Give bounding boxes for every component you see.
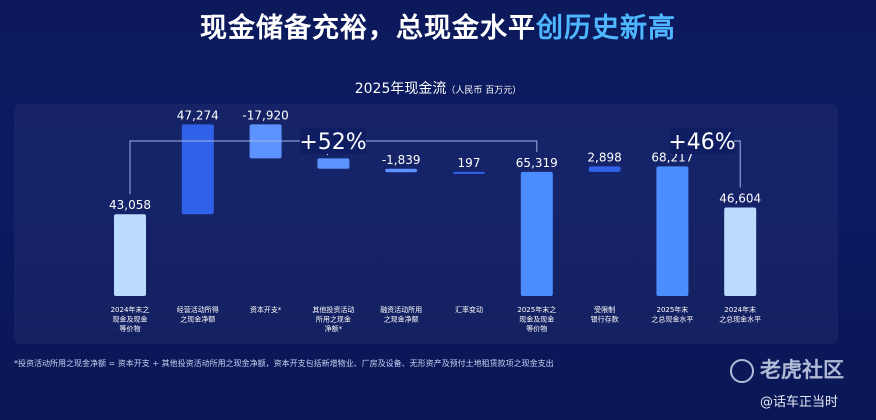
footnote: *投资活动所用之现金净额 = 资本开支 + 其他投资活动所用之现金净额，资本开支… xyxy=(14,359,554,368)
category-label: 之现金净额 xyxy=(180,315,215,324)
waterfall-bar xyxy=(520,171,553,296)
waterfall-bar xyxy=(453,171,485,174)
category-label: 2025年末之 xyxy=(517,305,556,314)
category-label: 所用之现金 xyxy=(316,315,351,324)
growth-label-bg xyxy=(670,128,734,154)
headline-accent: 创历史新高 xyxy=(536,13,676,44)
category-label: 现金及现金 xyxy=(519,315,554,324)
category-label: 等价物 xyxy=(526,324,547,333)
tiger-logo-icon xyxy=(730,359,754,383)
waterfall-bar xyxy=(114,214,146,296)
chart-unit: （人民币 百万元） xyxy=(446,86,522,96)
bar-value-label: 197 xyxy=(458,156,481,170)
bar-value-label: 43,058 xyxy=(109,198,151,212)
bar-value-label: 47,274 xyxy=(177,108,219,122)
growth-label: +52% xyxy=(299,130,366,155)
category-label: 2024年末之 xyxy=(111,305,150,314)
category-label: 资本开支* xyxy=(250,305,282,314)
category-label: 之总现金水平 xyxy=(719,315,761,324)
category-label: 受限制 xyxy=(594,305,615,314)
waterfall-bar xyxy=(588,166,621,172)
category-label: 净额* xyxy=(325,324,343,333)
waterfall-bar xyxy=(724,207,757,296)
bar-value-label: 46,604 xyxy=(719,191,761,205)
chart-title-text: 2025年现金流 xyxy=(354,81,447,97)
category-label: 银行存款 xyxy=(591,315,619,324)
category-label: 之现金净额 xyxy=(384,315,419,324)
growth-label-bg xyxy=(300,128,366,154)
category-label: 之总现金水平 xyxy=(651,315,693,324)
waterfall-bar xyxy=(181,124,214,215)
chart-title: 2025年现金流（人民币 百万元） xyxy=(0,78,876,98)
bar-value-label: -1,839 xyxy=(382,153,421,167)
headline: 现金储备充裕，总现金水平创历史新高 xyxy=(0,6,876,45)
category-label: 融资活动所用 xyxy=(380,305,422,314)
growth-label: +46% xyxy=(668,130,735,155)
watermark: 老虎社区 xyxy=(730,354,844,384)
category-label: 汇率变动 xyxy=(455,305,483,314)
headline-main: 现金储备充裕，总现金水平 xyxy=(200,13,536,44)
category-label: 经营活动所得 xyxy=(177,305,219,314)
bar-value-label: 65,319 xyxy=(516,156,558,170)
watermark-handle: @话车正当时 xyxy=(760,395,839,410)
waterfall-bar xyxy=(317,158,350,169)
bar-value-label: 2,898 xyxy=(587,150,621,164)
watermark-brand: 老虎社区 xyxy=(760,358,844,382)
waterfall-bar xyxy=(656,166,689,296)
bar-value-label: -17,920 xyxy=(242,108,288,122)
waterfall-bar xyxy=(385,168,418,173)
category-label: 其他投资活动 xyxy=(312,305,354,314)
category-label: 现金及现金 xyxy=(113,315,148,324)
category-label: 等价物 xyxy=(120,324,141,333)
category-label: 2024年末 xyxy=(724,305,756,314)
category-label: 2025年末 xyxy=(656,305,688,314)
